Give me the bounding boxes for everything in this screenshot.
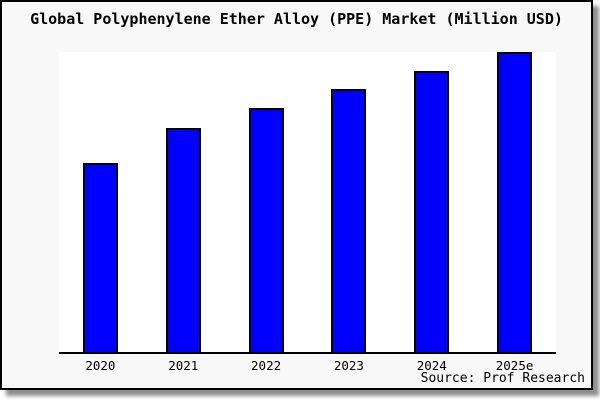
- x-tick-label-2025e: 2025e: [495, 358, 534, 373]
- chart-title: Global Polyphenylene Ether Alloy (PPE) M…: [30, 10, 563, 28]
- chart-frame: Global Polyphenylene Ether Alloy (PPE) M…: [0, 0, 593, 390]
- bar-2020: [82, 163, 118, 352]
- x-tick-label-2024: 2024: [416, 358, 447, 373]
- bar-2023: [331, 89, 367, 352]
- x-tick-label-2023: 2023: [333, 358, 364, 373]
- x-tick-label-2022: 2022: [251, 358, 282, 373]
- x-axis-ticks: 2020 2021 2022 2023 2024 2025e: [59, 358, 556, 374]
- x-tick-label-2021: 2021: [168, 358, 199, 373]
- bar-2021: [165, 128, 201, 352]
- bar-2022: [248, 108, 284, 352]
- x-tick-label-2020: 2020: [85, 358, 116, 373]
- bar-2025e: [497, 52, 533, 352]
- source-label: Source: Prof Research: [420, 371, 585, 386]
- bar-2024: [414, 71, 450, 352]
- plot-area: [59, 52, 556, 354]
